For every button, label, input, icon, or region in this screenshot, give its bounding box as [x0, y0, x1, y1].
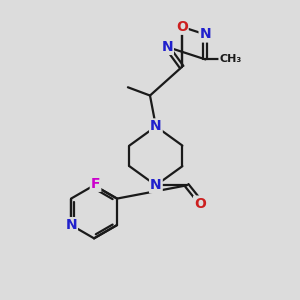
- Text: F: F: [91, 177, 100, 191]
- Text: N: N: [200, 28, 211, 41]
- Text: N: N: [150, 178, 162, 192]
- Text: O: O: [176, 20, 188, 34]
- Text: N: N: [150, 119, 162, 134]
- Text: N: N: [161, 40, 173, 54]
- Text: CH₃: CH₃: [219, 54, 242, 64]
- Text: O: O: [194, 196, 206, 211]
- Text: N: N: [65, 218, 77, 232]
